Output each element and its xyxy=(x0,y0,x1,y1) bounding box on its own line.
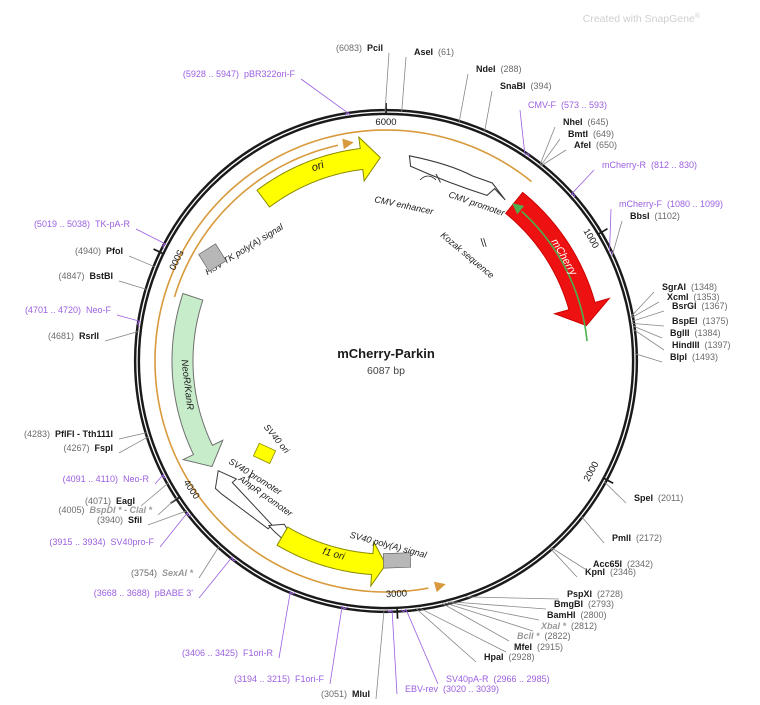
svg-text:(3668 .. 3688)pBABE 3': (3668 .. 3688) pBABE 3' xyxy=(94,588,194,598)
svg-text:(4267)FspI: (4267) FspI xyxy=(63,443,113,453)
svg-text:(3940)SfiI: (3940) SfiI xyxy=(97,515,142,525)
svg-text:mCherry-F(1080 .. 1099): mCherry-F (1080 .. 1099) xyxy=(619,199,723,209)
svg-text:HindIII(1397): HindIII (1397) xyxy=(672,340,731,350)
svg-text:6000: 6000 xyxy=(375,117,396,128)
svg-text:(5928 .. 5947)pBR322ori-F: (5928 .. 5947) pBR322ori-F xyxy=(183,69,296,79)
svg-text:BsrGI(1367): BsrGI (1367) xyxy=(672,301,728,311)
svg-text:mCherry-R(812 .. 830): mCherry-R (812 .. 830) xyxy=(602,160,697,170)
svg-text:EBV-rev(3020 .. 3039): EBV-rev (3020 .. 3039) xyxy=(405,684,499,694)
svg-text:BglII(1384): BglII (1384) xyxy=(670,328,721,338)
svg-text:(5019 .. 5038)TK-pA-R: (5019 .. 5038) TK-pA-R xyxy=(34,219,131,229)
svg-text:XbaI *(2812): XbaI * (2812) xyxy=(540,621,597,631)
svg-text:(4701 .. 4720)Neo-F: (4701 .. 4720) Neo-F xyxy=(25,305,112,315)
svg-text:(3194 .. 3215)F1ori-F: (3194 .. 3215) F1ori-F xyxy=(234,674,325,684)
svg-text:BamHI(2800): BamHI (2800) xyxy=(547,610,607,620)
svg-text:(3406 .. 3425)F1ori-R: (3406 .. 3425) F1ori-R xyxy=(182,648,274,658)
svg-text:BlpI(1493): BlpI (1493) xyxy=(670,352,718,362)
svg-text:(4940)PfoI: (4940) PfoI xyxy=(75,246,123,256)
svg-text:SgrAI(1348): SgrAI (1348) xyxy=(662,282,717,292)
svg-text:Kozak sequence: Kozak sequence xyxy=(439,230,496,280)
svg-text:NheI(645): NheI (645) xyxy=(563,117,609,127)
svg-text:SV40pA-R(2966 .. 2985): SV40pA-R (2966 .. 2985) xyxy=(446,674,550,684)
svg-text:6087 bp: 6087 bp xyxy=(367,365,405,377)
svg-text:4000: 4000 xyxy=(181,478,202,502)
svg-text:BspEI(1375): BspEI (1375) xyxy=(672,316,729,326)
svg-text:BmtI(649): BmtI (649) xyxy=(568,129,614,139)
svg-text:(4847)BstBI: (4847) BstBI xyxy=(58,271,113,281)
svg-text:BbsI(1102): BbsI (1102) xyxy=(630,211,680,221)
svg-text:SpeI(2011): SpeI (2011) xyxy=(634,493,683,503)
svg-text:5000: 5000 xyxy=(166,248,185,272)
svg-text:(4071)EagI: (4071) EagI xyxy=(85,496,135,506)
svg-text:MfeI(2915): MfeI (2915) xyxy=(514,642,563,652)
svg-text:PspXI(2728): PspXI (2728) xyxy=(567,589,623,599)
svg-text:(4283)PflFI - Tth111I: (4283) PflFI - Tth111I xyxy=(24,429,113,439)
svg-text:BclI *(2822): BclI * (2822) xyxy=(517,631,571,641)
svg-text:AfeI(650): AfeI (650) xyxy=(574,140,617,150)
svg-text:PmlI(2172): PmlI (2172) xyxy=(612,533,662,543)
svg-text:(3051)MluI: (3051) MluI xyxy=(321,689,370,699)
svg-text:3000: 3000 xyxy=(386,588,408,600)
svg-text:CMV enhancer: CMV enhancer xyxy=(374,194,436,216)
svg-text:AseI(61): AseI (61) xyxy=(414,47,454,57)
svg-text:BmgBI(2793): BmgBI (2793) xyxy=(554,599,614,609)
svg-text:NdeI(288): NdeI (288) xyxy=(476,64,522,74)
svg-text:(4005)BspDI * - ClaI *: (4005) BspDI * - ClaI * xyxy=(58,505,152,515)
svg-text:(4681)RsrII: (4681) RsrII xyxy=(48,331,99,341)
svg-text:CMV-F(573 .. 593): CMV-F (573 .. 593) xyxy=(528,100,607,110)
svg-text:2000: 2000 xyxy=(582,460,602,484)
svg-text:mCherry-Parkin: mCherry-Parkin xyxy=(337,346,435,361)
svg-text:(6083)PciI: (6083) PciI xyxy=(336,43,383,53)
svg-text:(3915 .. 3934)SV40pro-F: (3915 .. 3934) SV40pro-F xyxy=(49,537,154,547)
svg-text:HpaI(2928): HpaI (2928) xyxy=(484,652,535,662)
svg-text:SnaBI(394): SnaBI (394) xyxy=(500,81,552,91)
svg-text:KpnI(2346): KpnI (2346) xyxy=(585,567,636,577)
svg-text:(3754)SexAI *: (3754) SexAI * xyxy=(131,568,194,578)
svg-text:Created with SnapGene®: Created with SnapGene® xyxy=(583,12,701,25)
svg-text:CMV promoter: CMV promoter xyxy=(447,189,507,218)
svg-text:(4091 .. 4110)Neo-R: (4091 .. 4110) Neo-R xyxy=(63,474,150,484)
